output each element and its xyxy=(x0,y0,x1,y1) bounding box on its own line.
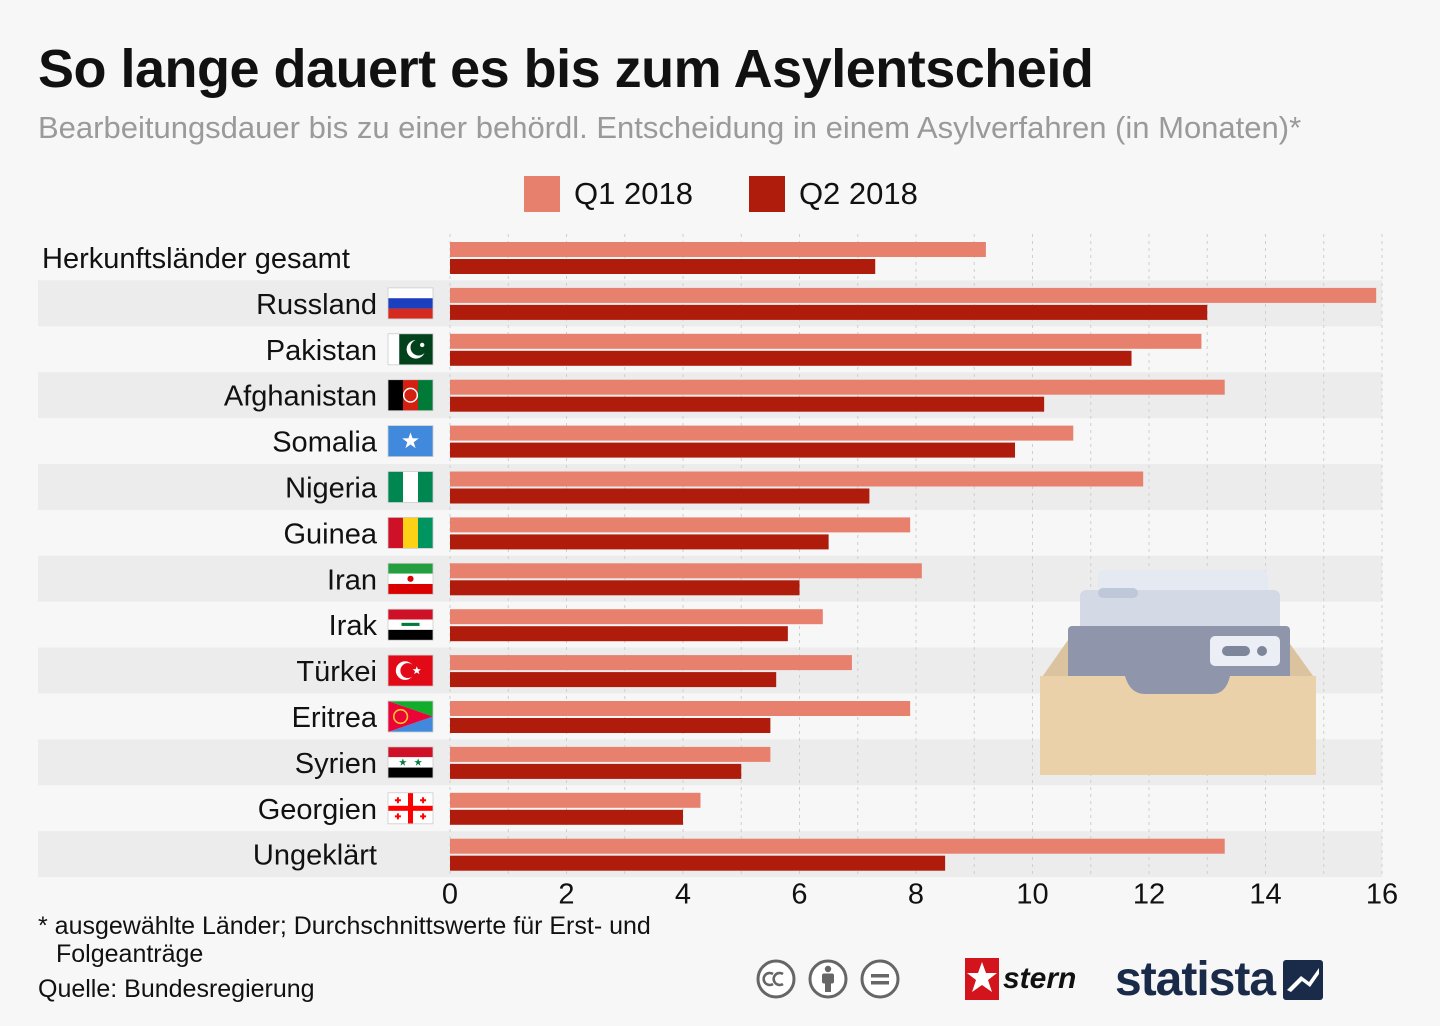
bar-q2 xyxy=(450,534,829,550)
bar-q1 xyxy=(450,655,852,671)
x-tick-label: 14 xyxy=(1249,879,1281,911)
stern-wordmark: stern xyxy=(1003,962,1077,995)
x-tick-label: 8 xyxy=(908,879,924,911)
bar-q2 xyxy=(450,809,683,825)
pakistan-flag xyxy=(387,333,434,366)
iran-flag xyxy=(387,562,434,595)
stern-star-icon xyxy=(965,958,999,1000)
bar-q1 xyxy=(450,517,911,533)
georgia-flag xyxy=(387,792,434,825)
bar-q1 xyxy=(450,838,1225,854)
footnote-line-1: * ausgewählte Länder; Durchschnittswerte… xyxy=(38,912,651,940)
bar-q2 xyxy=(450,672,777,688)
category-label: Afghanistan xyxy=(224,381,377,413)
category-label: Eritrea xyxy=(292,702,378,734)
bar-q2 xyxy=(450,580,800,596)
bar-q2 xyxy=(450,442,1016,458)
cc-icon xyxy=(756,959,796,999)
bar-q1 xyxy=(450,242,986,257)
bar-q2 xyxy=(450,626,788,642)
x-tick-label: 6 xyxy=(791,879,807,911)
bar-q1 xyxy=(450,563,922,579)
bar-q1 xyxy=(450,792,701,808)
legend-item-q2: Q2 2018 xyxy=(748,176,918,212)
bar-q1 xyxy=(450,379,1225,395)
footnote: * ausgewählte Länder; Durchschnittswerte… xyxy=(38,912,651,968)
eritrea-flag xyxy=(387,700,434,733)
category-label: Irak xyxy=(329,610,378,642)
category-label: Pakistan xyxy=(266,335,377,367)
archive-box-illustration xyxy=(1040,570,1316,775)
bar-q1 xyxy=(450,701,911,716)
category-label: Syrien xyxy=(295,748,377,780)
turkey-flag xyxy=(387,654,434,687)
x-tick-label: 16 xyxy=(1366,879,1398,911)
category-label: Ungeklärt xyxy=(253,840,377,872)
legend-swatch-q2 xyxy=(748,176,785,212)
category-label: Nigeria xyxy=(285,473,378,505)
source-note: Quelle: Bundesregierung xyxy=(38,975,315,1003)
syria-flag xyxy=(387,746,434,779)
legend-label-q2: Q2 2018 xyxy=(798,176,918,211)
x-tick-label: 0 xyxy=(442,879,458,911)
bar-q2 xyxy=(450,396,1045,412)
x-tick-label: 10 xyxy=(1016,879,1048,911)
bar-chart: Herkunftsländer gesamt Russland Pakistan Af… xyxy=(38,234,1398,911)
no-derivatives-icon xyxy=(860,959,900,999)
chart-subtitle: Bearbeitungsdauer bis zu einer behördl. … xyxy=(38,110,1302,145)
bar-q2 xyxy=(450,488,870,504)
bar-q2 xyxy=(450,718,771,733)
attribution-icon xyxy=(808,959,848,999)
bar-q2 xyxy=(450,763,742,779)
bar-q2 xyxy=(450,304,1208,320)
category-label: Herkunftsländer gesamt xyxy=(42,243,350,275)
guinea-flag xyxy=(387,517,434,549)
bar-q1 xyxy=(450,287,1377,303)
somalia-flag xyxy=(387,425,434,458)
statista-wordmark: statista xyxy=(1115,953,1276,1006)
category-label: Russland xyxy=(256,289,377,321)
category-label: Türkei xyxy=(296,656,377,688)
bar-q2 xyxy=(450,259,876,274)
legend-swatch-q1 xyxy=(524,176,560,212)
category-label: Somalia xyxy=(272,427,378,459)
statista-logo: statista xyxy=(1115,952,1324,1007)
russia-flag xyxy=(387,287,434,320)
bar-q1 xyxy=(450,333,1202,349)
bar-q1 xyxy=(450,746,771,762)
x-tick-label: 4 xyxy=(675,879,691,911)
nigeria-flag xyxy=(387,471,434,503)
legend-label-q1: Q1 2018 xyxy=(574,176,693,211)
chart-title: So lange dauert es bis zum Asylentscheid xyxy=(38,39,1094,99)
bar-q1 xyxy=(450,609,823,625)
bar-q2 xyxy=(450,350,1132,366)
category-label: Iran xyxy=(327,564,377,596)
x-tick-label: 12 xyxy=(1133,879,1165,911)
legend: Q1 2018 Q2 2018 xyxy=(524,176,918,212)
footnote-line-2: Folgeanträge xyxy=(56,940,204,968)
afghanistan-flag xyxy=(387,379,434,412)
iraq-flag xyxy=(387,608,434,641)
category-label: Guinea xyxy=(283,518,377,550)
bar-q2 xyxy=(450,855,946,871)
stern-logo: stern xyxy=(965,958,1076,1000)
license-icons[interactable] xyxy=(755,958,901,1000)
statista-mark-icon xyxy=(1283,959,1324,1000)
bar-q1 xyxy=(450,425,1074,441)
legend-item-q1: Q1 2018 xyxy=(524,176,693,212)
bar-q1 xyxy=(450,471,1144,487)
x-tick-label: 2 xyxy=(558,879,574,911)
category-label: Georgien xyxy=(258,794,377,826)
